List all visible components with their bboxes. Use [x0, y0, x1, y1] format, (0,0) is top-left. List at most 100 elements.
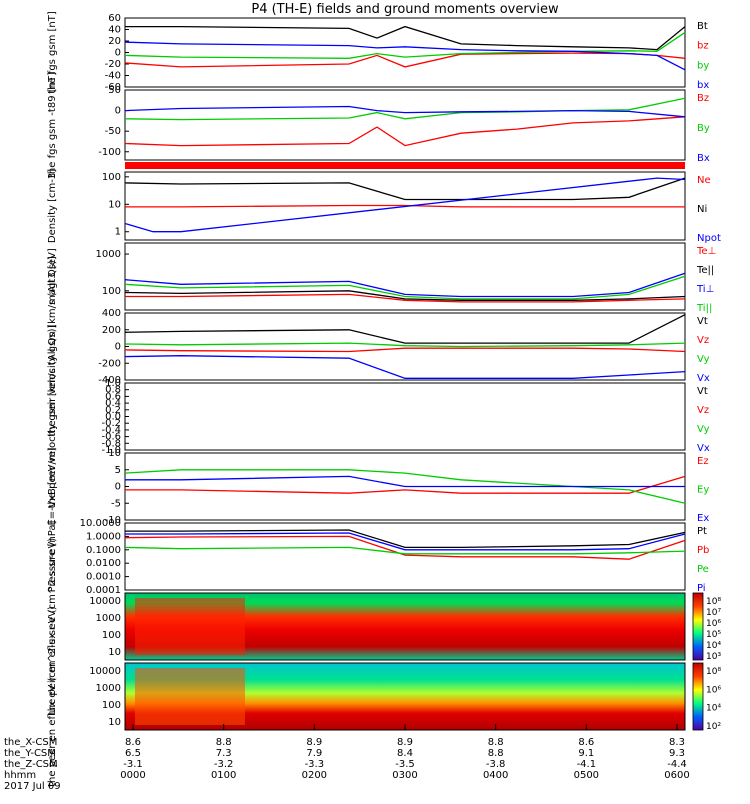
panel-9-frame [124, 592, 686, 661]
panel-7-legend-ez: Ez [697, 456, 709, 467]
panel-1-ytick: 60 [108, 13, 121, 24]
panel-7-ytick: -10 [105, 515, 121, 526]
panel-1-ytick: -40 [105, 71, 121, 82]
xaxis-tick-label: 0600 [664, 770, 689, 781]
panel-10-ytick: 1000 [96, 683, 121, 694]
xaxis-tick-label: 8.9 [397, 737, 413, 748]
panel-8-series-pb [124, 535, 686, 560]
panel-6-ytick: -1.0 [101, 445, 121, 456]
panel-3-legend-ne: Ne [697, 175, 711, 186]
panel-8-ylabel: Pressure [nPa] [47, 521, 58, 593]
panel-2-ytick: -50 [105, 126, 121, 137]
panel-4-ytick: 100 [102, 286, 121, 297]
panel-4-series-te [125, 293, 686, 303]
panel-9-heatmap-band [135, 598, 245, 655]
panel-9-ytick: 1000 [96, 613, 121, 624]
panel-5-series-vx [124, 355, 686, 379]
panel-8-ytick: 0.0100 [86, 558, 121, 569]
panel-1-legend-by: by [697, 60, 709, 71]
panel-7-legend-ex: Ex [697, 513, 709, 524]
panel-9-colorbar-tick: 10⁸ [706, 597, 721, 607]
panel-4-legend-ti: Ti⊥ [696, 284, 714, 295]
panel-5-ytick: 200 [102, 325, 121, 336]
panel-8-series-pe [124, 546, 686, 555]
panel-1-legend-bx: bx [697, 80, 709, 91]
panel-1-legend-bz: bz [697, 41, 709, 52]
panel-6-ytick: 1.0 [105, 378, 121, 389]
panel-4-series-ti [124, 275, 686, 300]
panel-6-legend-vz: Vz [697, 405, 709, 416]
panel-3-ytick: 100 [102, 172, 121, 183]
panel-10-heatmap-band [135, 668, 245, 725]
panel-10-colorbar-tick: 10⁴ [706, 704, 721, 714]
panel-9-colorbar-tick: 10³ [706, 652, 721, 662]
panel-10-ytick: 10000 [89, 666, 121, 677]
xaxis-tick-label: 7.9 [306, 748, 322, 759]
chart-title: P4 (TH-E) fields and ground moments over… [251, 2, 559, 17]
panel-6-ytick: -0.2 [101, 418, 121, 429]
panel-8-ytick: 1.0000 [86, 531, 121, 542]
panel-8-legend-pe: Pe [697, 564, 709, 575]
panel-4-legend-te: Te⊥ [696, 246, 716, 257]
panel-1-series-by [124, 31, 686, 59]
panel-10-ytick: 10 [108, 717, 121, 728]
xaxis-tick-label: -3.8 [486, 759, 506, 770]
panel-2-frame [124, 89, 686, 161]
panel-9-ytick: 100 [102, 630, 121, 641]
panel-8-series-pi [125, 532, 686, 551]
panel-2-series-bz [124, 116, 686, 147]
panel-5-legend-vz: Vz [697, 335, 709, 346]
panel-9-colorbar-tick: 10⁵ [706, 630, 721, 640]
panel-9-ytick: 10000 [89, 596, 121, 607]
panel-7-ytick: 10 [108, 448, 121, 459]
panel-6-ytick: 0.0 [105, 412, 121, 423]
panel-1-ytick: -60 [105, 82, 121, 93]
panel-9-ylabel: the peir en eflux eV (cm^2-s-sr-eV) [47, 538, 58, 715]
panel-9-colorbar [692, 592, 704, 661]
panel-7-ytick: 0 [115, 482, 121, 493]
panel-5-series-vt [124, 314, 686, 344]
xaxis-tick-label: 0400 [483, 770, 508, 781]
xaxis-tick-label: 8.3 [669, 737, 685, 748]
panel-8-legend-pi: Pi [697, 583, 706, 594]
panel-6-ylabel: the peer velocity gsm [km/s (All Qs)] [47, 324, 58, 508]
xaxis-tick-label: -3.1 [123, 759, 143, 770]
panel-5-legend-vx: Vx [697, 373, 710, 384]
xaxis-tick-label: 8.9 [306, 737, 322, 748]
panel-2-series-by [124, 97, 686, 121]
panel-3-ytick: 10 [108, 199, 121, 210]
panel-8-frame [124, 522, 686, 591]
panel-6-ytick: 0.4 [105, 398, 121, 409]
panel-4-legend-ti: Ti|| [696, 303, 712, 314]
xaxis-tick-label: 6.5 [125, 748, 141, 759]
panel-9-colorbar-tick: 10⁴ [706, 641, 721, 651]
panel-5-series-vy [124, 342, 686, 348]
panel-8-legend-pt: Pt [697, 526, 707, 537]
xaxis-row-label: the_Y-CSM [4, 748, 56, 759]
panel-5-ytick: -400 [98, 375, 121, 386]
xaxis-tick-label: 8.4 [397, 748, 413, 759]
panel-6-legend-vt: Vt [697, 386, 708, 397]
panel-7-legend-ey: Ey [697, 485, 709, 496]
panel-10-colorbar-tick: 10² [706, 722, 721, 732]
panel-2-ytick: 0 [115, 106, 121, 117]
panel-5-legend-vy: Vy [697, 354, 710, 365]
panel-6-ytick: 0.2 [105, 405, 121, 416]
panel-2-ylabel: the fgs gsm -t89 [nT] [47, 72, 58, 178]
xaxis-tick-label: 9.3 [669, 748, 685, 759]
xaxis-tick-label: -3.3 [305, 759, 325, 770]
panel-8-ytick: 0.0001 [86, 585, 121, 596]
xaxis-tick-label: 8.6 [125, 737, 141, 748]
panel-3-ytick: 1 [115, 227, 121, 238]
panel-2-legend-bx: Bx [697, 153, 710, 164]
panel-1-series-bz [124, 52, 686, 68]
panel-7-ytick: -5 [111, 498, 121, 509]
xaxis-tick-label: 8.6 [578, 737, 594, 748]
panel-6-ytick: -0.8 [101, 438, 121, 449]
xaxis-row-label: hhmm [4, 770, 36, 781]
panel-4-ylabel: magt3 [eV] [47, 248, 58, 305]
panel-1-series-bt [125, 25, 686, 51]
panel-1-ytick: 20 [108, 36, 121, 47]
panel-2-ytick: -100 [98, 147, 121, 158]
